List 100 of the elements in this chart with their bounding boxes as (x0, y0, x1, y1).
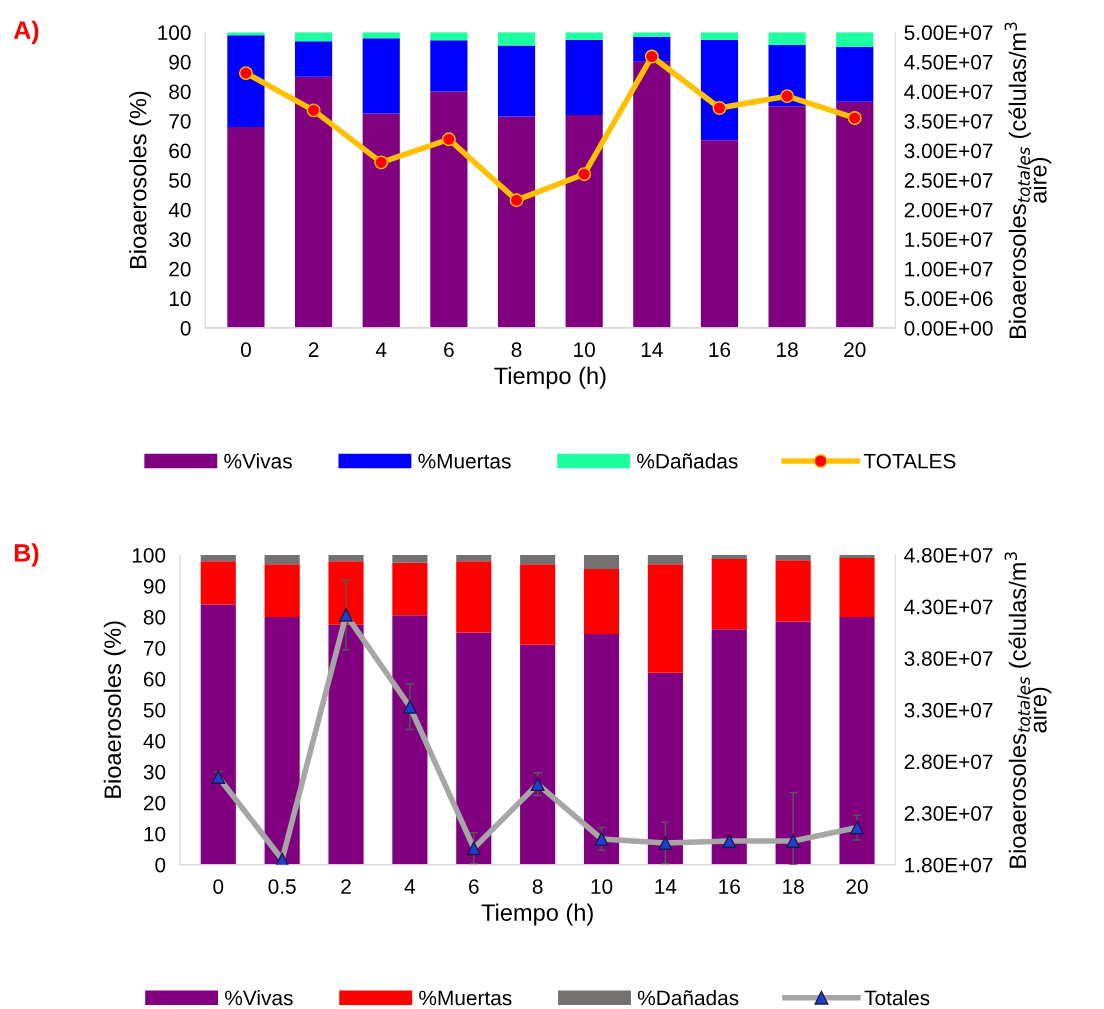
bar (430, 40, 468, 92)
y2-tick-label: 4.80E+07 (904, 547, 993, 563)
bar (647, 554, 683, 565)
bar (775, 621, 811, 865)
x-tick-label: 4 (375, 342, 387, 357)
bar (264, 564, 300, 617)
legend-label: TOTALES (863, 453, 956, 469)
y2-tick-label: 3.00E+07 (904, 143, 993, 159)
bar (565, 115, 603, 328)
y2-tick-label: 5.00E+07 (904, 25, 993, 41)
y-tick-label: 40 (143, 733, 166, 749)
x-tick-label: 2 (341, 879, 351, 894)
legend-label: Totales (864, 990, 930, 1006)
y-tick-label: 0 (155, 857, 166, 873)
bar (583, 633, 620, 865)
text: Bioaerosoles$_{totales}$ (células/m$^{3}$ aire) (1004, 552, 1052, 868)
chart-title: A) (13, 20, 39, 44)
x-tick-label: 0.5 (268, 879, 296, 894)
legend-label: %Dañadas (637, 453, 738, 469)
bar (836, 47, 874, 102)
bar (700, 140, 739, 328)
y2-tick-label: 2.50E+07 (904, 173, 993, 188)
x-tick-label: 6 (469, 879, 479, 894)
bar (647, 672, 683, 865)
y-tick-label: 90 (143, 578, 166, 594)
x-tick-label: 20 (844, 342, 866, 358)
bar (227, 35, 265, 127)
bar (362, 113, 400, 328)
x-axis-title: Tiempo (h) (481, 903, 593, 926)
y2-tick-label: 2.00E+07 (904, 202, 993, 218)
bar (200, 554, 236, 562)
bar (497, 32, 536, 46)
y-tick-label: 30 (143, 764, 166, 780)
bar (768, 106, 806, 328)
y-tick-label: 90 (169, 54, 191, 70)
x-tick-label: 20 (846, 879, 868, 894)
y2-tick-label: 4.00E+07 (904, 84, 993, 100)
bar (456, 554, 492, 562)
bar (633, 32, 671, 37)
bar (430, 91, 468, 328)
y2-tick-label: 3.30E+07 (904, 702, 993, 718)
y-tick-label: 10 (169, 291, 191, 307)
bar (711, 629, 747, 865)
x-tick-label: 10 (591, 879, 613, 894)
y-tick-label: 80 (169, 84, 191, 100)
x-tick-label: 14 (655, 879, 677, 894)
y2-tick-label: 4.30E+07 (904, 599, 993, 615)
bar (700, 32, 739, 40)
legend-label: %Dañadas (637, 990, 739, 1006)
bar (264, 554, 300, 565)
point (441, 132, 456, 147)
y-tick-label: 70 (143, 640, 166, 656)
bar (362, 38, 400, 114)
x-tick-label: 6 (444, 342, 454, 358)
y2-tick-label: 2.80E+07 (904, 754, 993, 770)
bar (565, 32, 603, 40)
bar (200, 604, 236, 865)
point (847, 111, 862, 125)
legend-label: %Vivas (224, 453, 292, 469)
point (374, 155, 389, 170)
y-tick-label: 40 (168, 202, 191, 218)
x-tick-label: 14 (641, 342, 663, 357)
y-axis-title: Bioaerosoles (%) (103, 621, 126, 798)
legend-label: %Vivas (225, 990, 293, 1006)
bar (328, 554, 364, 562)
bar (520, 554, 556, 565)
text: Bioaerosoles$_{totales}$ (células/m$^{3}$ aire) (1004, 22, 1052, 339)
bar (294, 76, 333, 328)
bar (497, 116, 536, 328)
bar (839, 616, 875, 865)
x-tick-label: 18 (777, 342, 798, 358)
y2-tick-label: 1.00E+07 (905, 261, 993, 277)
y-tick-label: 80 (143, 609, 166, 625)
y2-tick-label: 3.80E+07 (904, 651, 993, 666)
y-tick-label: 100 (132, 547, 166, 563)
x-tick-label: 8 (532, 879, 543, 894)
y-tick-label: 30 (169, 232, 191, 247)
y2-tick-label: 4.50E+07 (904, 54, 993, 70)
bar (392, 562, 428, 616)
point (577, 167, 592, 182)
bar (520, 564, 556, 645)
bar (392, 615, 428, 865)
bar (775, 554, 811, 561)
y2-tick-label: 0.00E+00 (904, 320, 993, 336)
point (306, 103, 321, 118)
bar (647, 564, 683, 673)
bar (768, 32, 806, 45)
y-tick-label: 20 (143, 795, 166, 811)
y2-tick-label: 2.30E+07 (904, 806, 993, 821)
point (509, 193, 524, 208)
legend-label: %Muertas (419, 990, 512, 1006)
x-tick-label: 10 (574, 342, 595, 358)
bar (456, 561, 492, 633)
bar (836, 101, 874, 328)
y-axis-title: Bioaerosoles (%) (129, 91, 152, 269)
bar (456, 632, 492, 865)
bar (497, 45, 536, 117)
bar (700, 39, 739, 141)
y-tick-label: 50 (169, 173, 191, 188)
x-tick-label: 16 (709, 342, 731, 358)
